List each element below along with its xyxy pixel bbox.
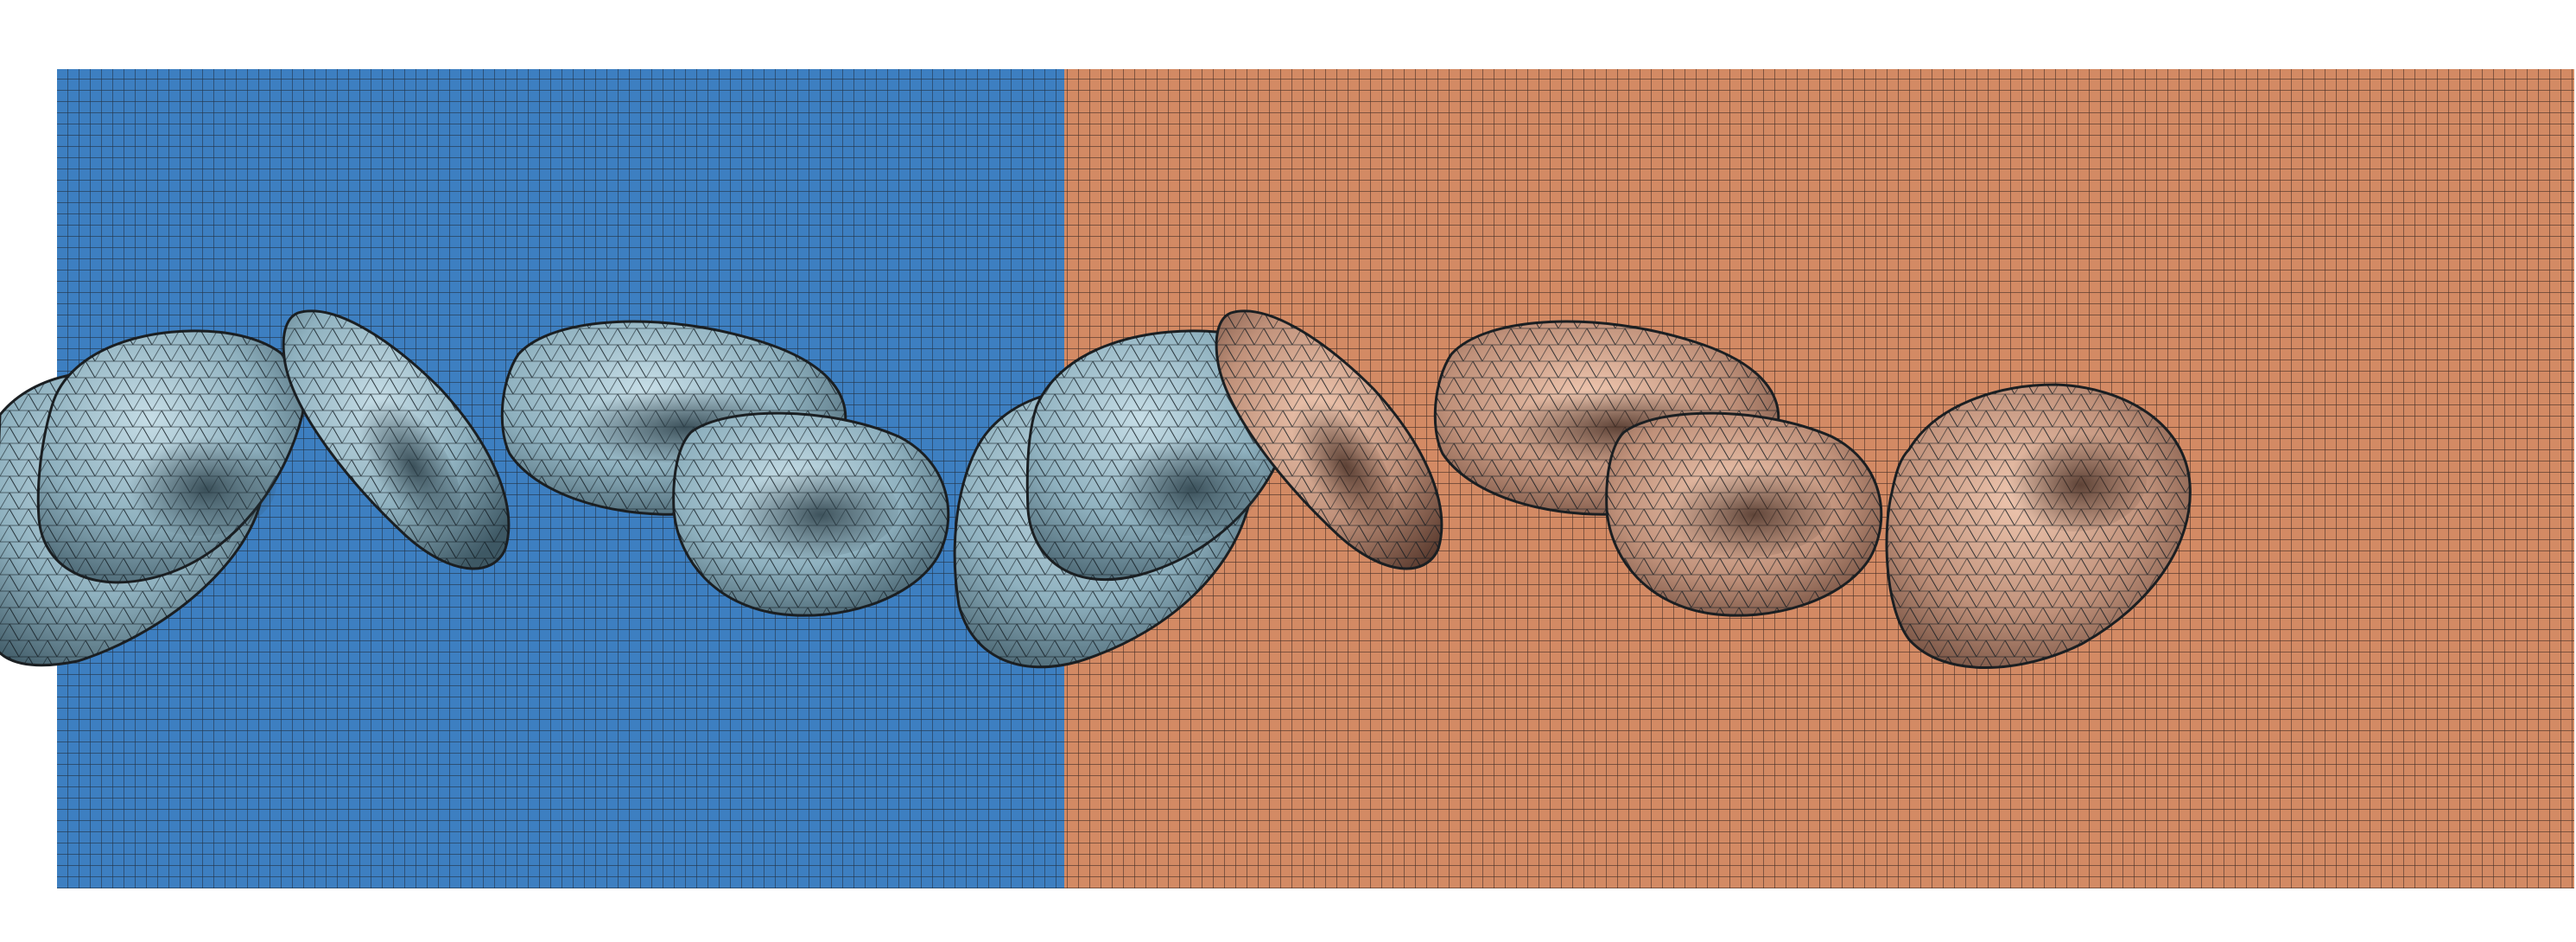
- cell-1: [0, 329, 306, 667]
- cell-8: [1605, 411, 1883, 617]
- cell-5: [953, 329, 1298, 669]
- cell-6: [1215, 309, 1443, 570]
- cell-9: [1885, 383, 2192, 669]
- cell-4: [672, 411, 950, 617]
- cell-2: [282, 309, 511, 570]
